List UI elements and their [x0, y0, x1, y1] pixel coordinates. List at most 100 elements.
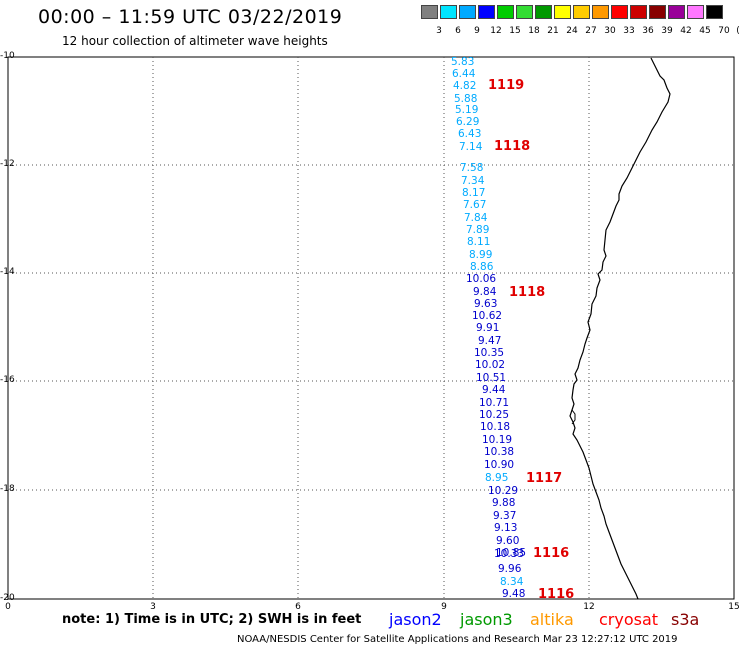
y-tick-label: -20 — [0, 593, 15, 603]
wave-height-value: 7.84 — [464, 212, 488, 224]
color-swatch — [706, 5, 723, 19]
color-scale-label: 33 — [623, 26, 635, 36]
color-scale-label: 18 — [528, 26, 540, 36]
color-scale-label: 12 — [490, 26, 502, 36]
pass-number-label: 1117 — [526, 471, 563, 486]
wave-height-value: 10.38 — [484, 446, 515, 458]
wave-height-value: 8.95 — [485, 472, 509, 484]
pass-number-label: 1116 — [538, 587, 575, 602]
color-swatch — [668, 5, 685, 19]
wave-height-value: 9.37 — [493, 510, 517, 522]
wave-height-value: 10.35 — [474, 347, 505, 359]
color-swatch — [459, 5, 476, 19]
color-scale-label: 30 — [604, 26, 616, 36]
color-swatch — [687, 5, 704, 19]
wave-height-value: 9.47 — [478, 335, 502, 347]
wave-height-value: 9.91 — [476, 322, 500, 334]
x-tick-label: 12 — [583, 602, 595, 612]
page-title: 00:00 – 11:59 UTC 03/22/2019 — [38, 6, 343, 28]
wave-height-value: 10.02 — [475, 359, 506, 371]
color-scale-label: 39 — [661, 26, 673, 36]
color-scale-label: 45 — [699, 26, 711, 36]
wave-height-value: 8.86 — [470, 261, 494, 273]
wave-height-value: 7.14 — [459, 141, 483, 153]
wave-height-value: 8.11 — [467, 236, 491, 248]
wave-height-value: 10.51 — [476, 372, 507, 384]
wave-height-value: 9.60 — [496, 535, 520, 547]
color-scale-label: (ft) — [736, 26, 740, 36]
color-swatch — [440, 5, 457, 19]
wave-height-value: 9.88 — [492, 497, 516, 509]
wave-height-value: 9.84 — [473, 286, 497, 298]
color-swatch — [497, 5, 514, 19]
satellite-legend-entry: altika — [530, 610, 574, 629]
y-tick-label: -14 — [0, 267, 15, 277]
satellite-legend-entry: cryosat — [599, 610, 659, 629]
wave-height-value: 9.96 — [498, 563, 522, 575]
wave-height-value: 5.83 — [451, 56, 475, 68]
wave-height-value: 7.34 — [461, 175, 485, 187]
legend-note: note: 1) Time is in UTC; 2) SWH is in fe… — [62, 612, 362, 627]
wave-height-value: 10.71 — [479, 397, 510, 409]
wave-height-value: 9.48 — [502, 588, 526, 600]
wave-height-value: 9.44 — [482, 384, 506, 396]
x-tick-label: 3 — [150, 602, 156, 612]
color-swatch — [516, 5, 533, 19]
legend: note: 1) Time is in UTC; 2) SWH is in fe… — [62, 610, 740, 632]
y-tick-label: -10 — [0, 51, 15, 61]
color-swatch — [554, 5, 571, 19]
wave-height-value: 9.13 — [494, 522, 518, 534]
wave-height-value: 10.06 — [466, 273, 497, 285]
pass-number-label: 1119 — [488, 78, 525, 93]
x-tick-label: 6 — [295, 602, 301, 612]
wave-height-value: 7.89 — [466, 224, 490, 236]
wave-height-value: 10.18 — [480, 421, 511, 433]
wave-height-value: 8.34 — [500, 576, 524, 588]
y-tick-label: -16 — [0, 375, 15, 385]
color-scale-label: 36 — [642, 26, 654, 36]
color-swatch — [592, 5, 609, 19]
color-scale-label: 42 — [680, 26, 692, 36]
x-tick-label: 0 — [5, 602, 11, 612]
wave-height-value: 6.29 — [456, 116, 480, 128]
wave-height-value: 10.19 — [482, 434, 513, 446]
pass-number-label: 1118 — [494, 139, 531, 154]
wave-height-value: 4.82 — [453, 80, 477, 92]
color-scale-label: 27 — [585, 26, 597, 36]
color-scale-label: 15 — [509, 26, 521, 36]
color-scale-label: 24 — [566, 26, 578, 36]
satellite-legend-entry: s3a — [671, 610, 700, 629]
color-scale-label: 6 — [455, 26, 461, 36]
satellite-legend-entry: jason2 — [389, 610, 442, 629]
page-subtitle: 12 hour collection of altimeter wave hei… — [62, 34, 328, 48]
coastline-inlet — [571, 409, 576, 425]
color-swatch — [421, 5, 438, 19]
satellite-legend-entry: jason3 — [460, 610, 513, 629]
wave-height-value: 10.29 — [488, 485, 519, 497]
wave-height-value: 8.17 — [462, 187, 486, 199]
wave-height-value: 6.43 — [458, 128, 482, 140]
pass-number-label: 1118 — [509, 285, 546, 300]
pass-number-label: 1116 — [533, 546, 570, 561]
color-scale-label: 70 — [718, 26, 730, 36]
wave-height-value: 10.33 — [494, 548, 525, 560]
wave-height-value: 5.19 — [455, 104, 479, 116]
x-tick-label: 9 — [441, 602, 447, 612]
color-swatch — [630, 5, 647, 19]
wave-height-value: 7.67 — [463, 199, 487, 211]
coastline — [569, 57, 671, 600]
map-frame — [7, 56, 735, 600]
wave-height-value: 7.58 — [460, 162, 484, 174]
wave-height-value: 8.99 — [469, 249, 493, 261]
wave-height-value: 10.62 — [472, 310, 503, 322]
wave-height-value: 10.85 — [496, 547, 527, 559]
wave-height-value: 10.25 — [479, 409, 510, 421]
color-swatch — [649, 5, 666, 19]
y-tick-label: -18 — [0, 484, 15, 494]
footer-credit: NOAA/NESDIS Center for Satellite Applica… — [237, 634, 678, 645]
color-swatch — [478, 5, 495, 19]
color-swatch — [573, 5, 590, 19]
color-swatch — [535, 5, 552, 19]
color-swatch — [611, 5, 628, 19]
